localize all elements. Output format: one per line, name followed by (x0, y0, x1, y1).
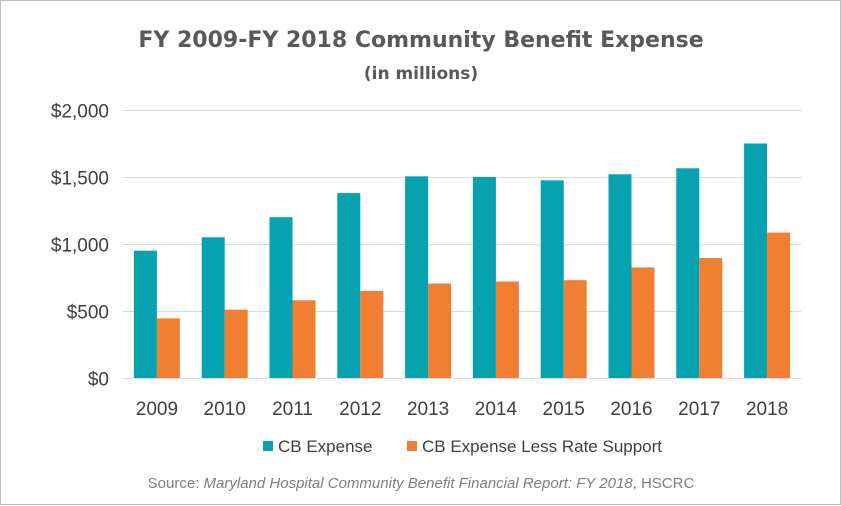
bar-cb-less-rate-support-2013 (428, 283, 452, 378)
chart-title: FY 2009-FY 2018 Community Benefit Expens… (138, 28, 703, 53)
bar-cb-expense-2010 (201, 237, 225, 378)
x-tick-label: 2013 (407, 399, 449, 420)
source-note: Source: Maryland Hospital Community Bene… (148, 475, 695, 492)
bar-cb-expense-2013 (405, 176, 429, 378)
bar-cb-less-rate-support-2010 (224, 309, 248, 378)
bar-cb-less-rate-support-2015 (563, 280, 587, 378)
source-title: Maryland Hospital Community Benefit Fina… (204, 475, 634, 492)
x-tick-label: 2017 (678, 399, 720, 420)
x-axis-ticks: 2009 2010 2011 2012 2013 2014 2015 2016 2017 2018 (136, 399, 788, 420)
bars (133, 143, 791, 378)
bar-cb-expense-2015 (540, 180, 564, 378)
x-tick-label: 2009 (136, 399, 178, 420)
bar-cb-expense-2009 (133, 250, 157, 378)
bar-cb-expense-2017 (676, 168, 700, 378)
bar-cb-expense-2018 (744, 143, 768, 378)
x-tick-label: 2018 (746, 399, 788, 420)
x-tick-label: 2014 (475, 399, 518, 420)
x-tick-label: 2012 (339, 399, 381, 420)
source-prefix: Source: (148, 475, 204, 492)
x-tick-label: 2011 (272, 399, 313, 420)
legend-swatch (263, 441, 273, 451)
legend-label: CB Expense Less Rate Support (422, 437, 662, 456)
y-tick-label: $1,000 (51, 236, 109, 257)
y-axis-ticks: $0 $500 $1,000 $1,500 $2,000 (51, 102, 109, 391)
x-tick-label: 2010 (204, 399, 246, 420)
y-tick-label: $2,000 (51, 102, 109, 123)
bar-cb-less-rate-support-2012 (360, 290, 384, 378)
bar-cb-expense-2011 (269, 217, 293, 378)
bar-cb-less-rate-support-2018 (767, 232, 791, 378)
legend-swatch (407, 441, 417, 451)
chart-subtitle: (in millions) (364, 64, 478, 84)
bar-cb-expense-2014 (472, 177, 496, 378)
x-tick-label: 2015 (543, 399, 585, 420)
bar-cb-less-rate-support-2014 (495, 281, 519, 378)
y-tick-label: $500 (67, 303, 109, 324)
bar-cb-less-rate-support-2009 (156, 318, 180, 378)
bar-cb-expense-2012 (337, 193, 361, 378)
bar-cb-less-rate-support-2016 (631, 267, 655, 378)
y-tick-label: $0 (88, 370, 109, 391)
y-tick-label: $1,500 (51, 169, 109, 190)
x-tick-label: 2016 (610, 399, 652, 420)
legend-label: CB Expense (278, 437, 373, 456)
bar-cb-expense-2016 (608, 174, 632, 378)
bar-cb-less-rate-support-2011 (292, 300, 316, 378)
bar-cb-less-rate-support-2017 (699, 258, 723, 378)
source-suffix: , HSCRC (633, 475, 695, 492)
legend: CB Expense CB Expense Less Rate Support (263, 437, 662, 456)
